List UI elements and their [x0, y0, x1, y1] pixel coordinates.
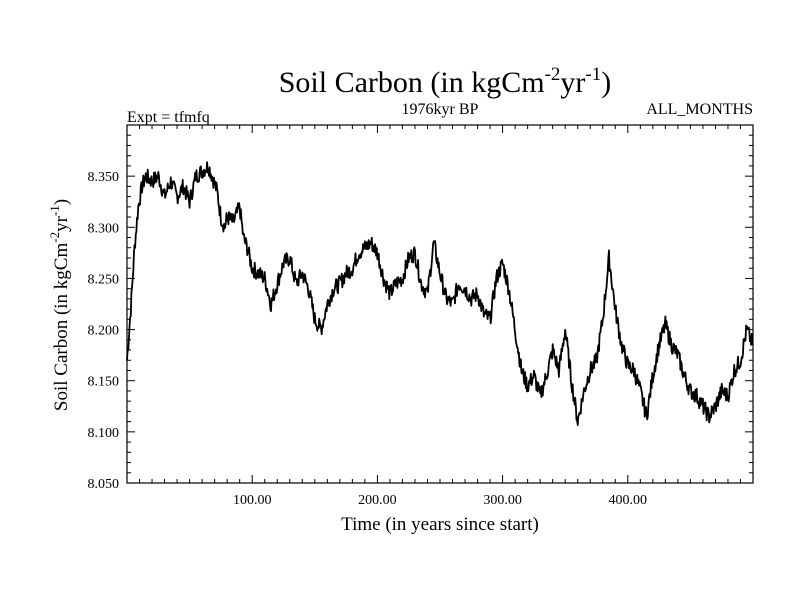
y-tick-label: 8.150 — [88, 375, 120, 390]
soil-carbon-series-line — [126, 161, 754, 427]
x-axis-label: Time (in years since start) — [341, 514, 539, 535]
period-label: 1976kyr BP — [402, 101, 479, 118]
y-axis-label: Soil Carbon (in kgCm-2yr-1) — [47, 199, 72, 411]
y-axis-label-part: yr — [51, 215, 72, 232]
x-tick-label: 200.00 — [358, 493, 397, 508]
chart-title: Soil Carbon (in kgCm-2yr-1) — [279, 64, 612, 99]
y-axis-label-superscript: -2 — [47, 232, 62, 243]
experiment-label: Expt = tfmfq — [127, 109, 210, 126]
y-axis-label-part: ) — [51, 199, 72, 205]
axis-ticks: 100.00 200.00 300.00 400.00 8.050 8.100 8.150 8… — [88, 125, 753, 508]
y-axis-label-superscript: -1 — [47, 205, 62, 216]
y-tick-label: 8.100 — [88, 426, 120, 441]
y-tick-label: 8.250 — [88, 272, 120, 287]
y-axis-label-part: Soil Carbon (in kgCm — [51, 243, 72, 412]
x-tick-label: 300.00 — [483, 493, 522, 508]
y-tick-label: 8.200 — [88, 324, 120, 339]
x-tick-label: 400.00 — [609, 493, 648, 508]
months-label: ALL_MONTHS — [646, 101, 753, 118]
y-tick-label: 8.350 — [88, 170, 120, 185]
x-tick-label: 100.00 — [233, 493, 272, 508]
y-tick-label: 8.050 — [88, 477, 120, 492]
y-tick-label: 8.300 — [88, 221, 120, 236]
